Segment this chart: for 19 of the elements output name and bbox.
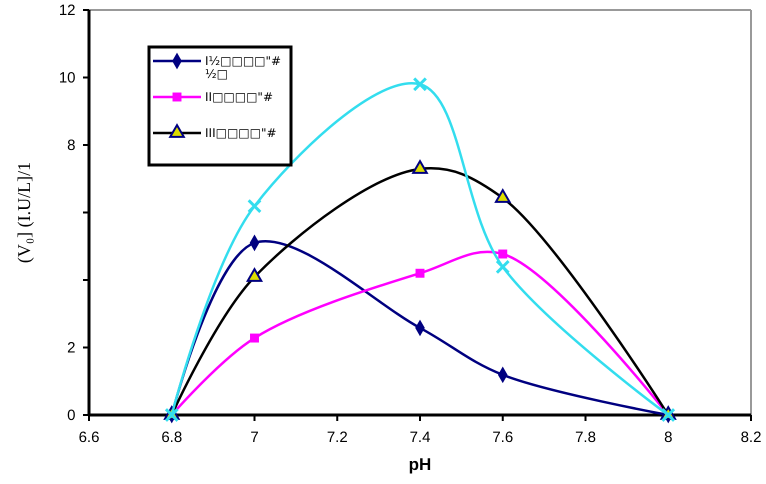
legend-label: III□□□□"#	[205, 126, 277, 140]
x-tick-label: 7	[250, 429, 259, 446]
x-tick-label: 8	[664, 429, 672, 446]
x-tick-label: 8.2	[740, 429, 762, 446]
y-tick-label: 2	[67, 339, 76, 356]
y-tick-label: 12	[58, 2, 76, 19]
x-axis-title: pH	[408, 455, 432, 474]
y-tick-label: 0	[67, 406, 76, 424]
x-tick-label: 6.8	[161, 429, 182, 446]
x-tick-label: 7.8	[575, 429, 596, 446]
legend-label: I½□□□□"# ½□	[205, 54, 282, 81]
x-tick-label: 7.6	[492, 429, 514, 446]
x-tick-label: 7.4	[410, 429, 430, 446]
y-tick-label: 10	[58, 69, 76, 86]
y-tick-label: 8	[67, 136, 76, 154]
x-tick-label: 7.2	[326, 429, 348, 446]
y-axis-title: (V₀] (I.U/L]/1	[14, 162, 34, 264]
x-tick-label: 6.6	[78, 429, 100, 446]
legend-label: II□□□□"#	[205, 90, 274, 104]
